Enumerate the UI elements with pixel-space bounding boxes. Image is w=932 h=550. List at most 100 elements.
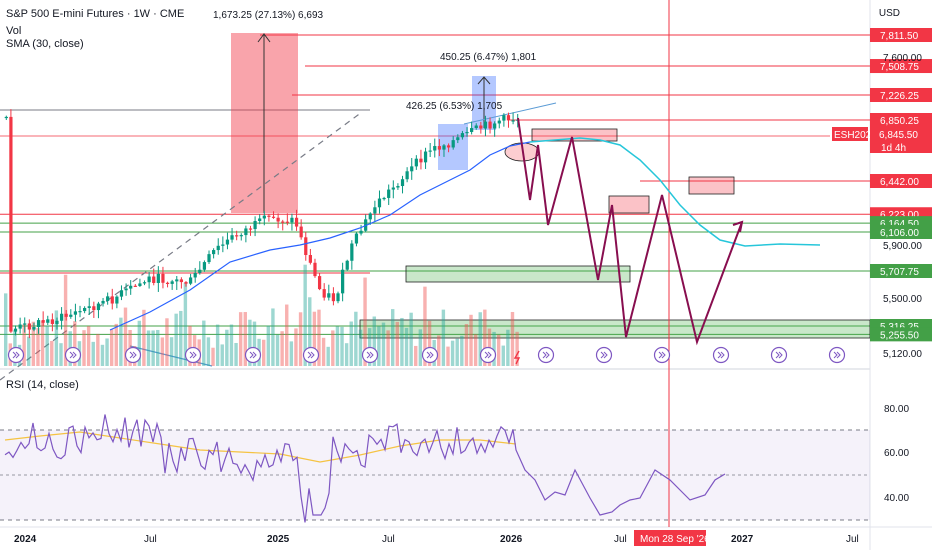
volume-bar bbox=[73, 321, 77, 366]
volume-bar bbox=[331, 330, 335, 366]
event-chevron bbox=[542, 351, 550, 359]
candle-body bbox=[479, 125, 483, 129]
candle-body bbox=[308, 255, 312, 263]
event-chevron bbox=[600, 351, 608, 359]
volume-bar bbox=[418, 329, 423, 366]
price-tick-label: 5,900.00 bbox=[883, 241, 922, 252]
volume-bar bbox=[275, 334, 280, 366]
event-marker-icon bbox=[653, 346, 671, 364]
candle-body bbox=[36, 320, 41, 328]
volume-bar bbox=[4, 293, 8, 366]
candle-body bbox=[55, 320, 59, 324]
event-marker-icon bbox=[770, 346, 788, 364]
candle-body bbox=[239, 235, 243, 237]
measure-big-label: 1,673.25 (27.13%) 6,693 bbox=[213, 10, 324, 21]
candle-body bbox=[488, 121, 492, 129]
volume-bar bbox=[414, 345, 418, 366]
drawings-front bbox=[7, 117, 846, 365]
volume-bar bbox=[91, 341, 95, 366]
volume-bar bbox=[446, 346, 450, 366]
candle-body bbox=[110, 296, 114, 304]
volume-bar bbox=[510, 311, 515, 366]
candle-body bbox=[46, 319, 50, 323]
volume-bar bbox=[326, 346, 330, 366]
volume-bar bbox=[321, 337, 326, 366]
event-marker-icon bbox=[244, 346, 262, 364]
candle-body bbox=[235, 235, 239, 237]
chart-title: S&P 500 E-mini Futures · 1W · CME bbox=[6, 8, 185, 20]
candle-body bbox=[142, 282, 147, 284]
price-level-text: 6,164.50 bbox=[880, 219, 919, 230]
event-chevron bbox=[366, 351, 374, 359]
volume-bar bbox=[82, 330, 86, 366]
price-level-badge bbox=[870, 88, 932, 102]
candle-body bbox=[423, 151, 428, 163]
candle-body bbox=[198, 269, 202, 273]
candle-body bbox=[18, 324, 22, 329]
volume-bar bbox=[308, 297, 312, 366]
candle-body bbox=[78, 311, 82, 313]
volume-bar bbox=[450, 340, 455, 366]
time-tick-label: Jul bbox=[614, 534, 627, 545]
volume-bar bbox=[105, 338, 109, 366]
forecast-curve bbox=[529, 137, 821, 247]
zigzag-arrowhead bbox=[732, 220, 744, 233]
candle-body bbox=[23, 323, 27, 325]
measure-small-label: 426.25 (6.53%) 1,705 bbox=[406, 101, 503, 112]
candle-body bbox=[271, 216, 276, 218]
event-marker-icon bbox=[124, 346, 142, 364]
candle-body bbox=[442, 145, 446, 150]
candle-body bbox=[410, 166, 414, 172]
candle-body bbox=[428, 150, 432, 152]
candle-body bbox=[27, 323, 31, 330]
candle-body bbox=[497, 120, 501, 124]
event-chevron bbox=[12, 351, 20, 359]
currency-label[interactable]: USD bbox=[878, 8, 900, 19]
candle-body bbox=[470, 128, 474, 132]
lightning-icon bbox=[513, 350, 521, 365]
vol-legend: Vol bbox=[6, 25, 22, 37]
volume-bar bbox=[289, 341, 294, 366]
event-chevron bbox=[833, 351, 841, 359]
volume-bar bbox=[229, 324, 234, 366]
candle-body bbox=[433, 146, 437, 151]
candle-body bbox=[152, 276, 156, 283]
event-chevron bbox=[307, 351, 315, 359]
support-zone-low bbox=[359, 319, 871, 339]
time-tick-label: Jul bbox=[144, 534, 157, 545]
candle-body bbox=[460, 133, 465, 138]
symbol-price: 6,845.50 bbox=[879, 130, 918, 141]
candle-body bbox=[382, 197, 386, 200]
candle-body bbox=[179, 279, 183, 283]
volume-bar bbox=[386, 330, 390, 366]
candle-body bbox=[327, 293, 331, 298]
candle-body bbox=[212, 250, 216, 255]
volume-bar bbox=[40, 321, 45, 366]
price-level-text: 7,508.75 bbox=[880, 62, 919, 73]
candle-body bbox=[368, 213, 372, 220]
candle-body bbox=[193, 272, 197, 278]
volume-bar bbox=[151, 330, 155, 366]
resistance-zone-mid bbox=[608, 195, 650, 214]
event-chevron bbox=[189, 351, 197, 359]
candle-body bbox=[170, 281, 174, 284]
resistance-zone-right bbox=[688, 176, 735, 195]
candle-body bbox=[184, 282, 188, 284]
volume-bar bbox=[27, 336, 31, 366]
volume-bar bbox=[363, 277, 367, 366]
candle-body bbox=[230, 235, 234, 240]
volume-bar bbox=[100, 344, 105, 366]
candle-body bbox=[465, 131, 469, 134]
price-tick-label: 7,600.00 bbox=[883, 53, 922, 64]
time-tick-label: 2027 bbox=[731, 534, 754, 545]
volume-bar bbox=[271, 308, 275, 366]
price-level-badge bbox=[870, 225, 932, 239]
volume-bar bbox=[156, 329, 160, 366]
candle-body bbox=[345, 260, 349, 270]
volume-bar bbox=[63, 274, 68, 366]
time-tick-label: Jul bbox=[846, 534, 859, 545]
time-tick-label: 2024 bbox=[14, 534, 37, 545]
volume-bar bbox=[354, 311, 358, 366]
candle-body bbox=[119, 290, 124, 297]
